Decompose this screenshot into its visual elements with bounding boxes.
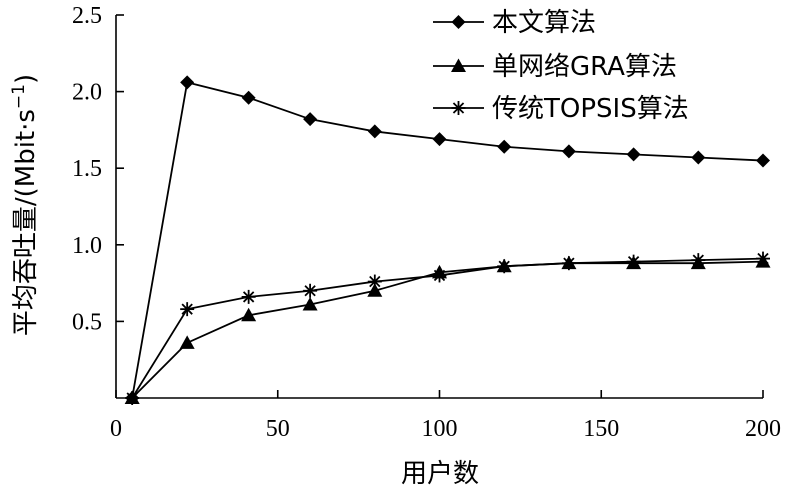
data-point-diamond [432,132,447,147]
x-tick-label: 100 [422,416,458,442]
series-asterisk [125,251,770,405]
series-line-triangle [131,260,764,399]
series-line-asterisk [131,257,764,399]
x-tick-label: 200 [745,416,781,442]
data-point-asterisk [241,289,256,304]
data-point-triangle [179,335,195,349]
y-axis-title-sup: −1 [9,84,29,109]
data-point-asterisk [125,391,140,405]
legend-item-asterisk: 传统TOPSIS算法 [433,94,689,124]
legend-label: 单网络GRA算法 [492,52,677,82]
data-point-asterisk [497,259,512,274]
y-tick-label: 1.0 [72,233,102,259]
data-point-diamond [561,144,576,159]
legend-item-triangle: 单网络GRA算法 [433,52,677,82]
series-line-diamond [131,81,764,399]
data-point-diamond [180,75,195,90]
data-point-asterisk [626,254,641,269]
legend-label: 本文算法 [492,8,596,38]
data-point-diamond [367,124,382,139]
legend-item-diamond: 本文算法 [433,8,596,38]
data-point-asterisk [432,268,447,283]
y-tick-label: 0.5 [72,309,102,335]
legend-marker-asterisk [451,101,466,115]
legend-marker-diamond [451,15,466,29]
y-axis-title: 平均吞吐量/(Mbit·s−1) [9,74,41,336]
x-tick-label: 0 [110,416,122,442]
x-axis-title: 用户数 [401,459,479,489]
x-ticks: 0 50 100 150 200 [110,390,781,442]
y-axis-title-end: ) [11,74,41,84]
data-point-diamond [303,112,318,127]
data-point-diamond [691,150,706,165]
data-point-diamond [497,139,512,154]
data-point-triangle [302,297,318,311]
y-axis-title-main: 平均吞吐量/(Mbit·s [11,109,41,336]
data-point-triangle [241,307,257,322]
y-tick-label: 2.5 [72,3,102,29]
data-point-triangle [367,283,383,297]
data-point-asterisk [691,253,706,268]
series-diamond [125,75,770,405]
series-triangle [124,254,771,404]
legend-label: 传统TOPSIS算法 [492,94,689,124]
data-point-diamond [756,153,770,168]
data-point-asterisk [367,274,382,289]
data-point-diamond [241,90,256,105]
data-point-diamond [626,147,641,162]
series-layer [124,75,771,405]
legend-marker-triangle [451,58,466,72]
y-ticks: 0.5 1.0 1.5 2.0 2.5 [72,3,124,335]
x-tick-label: 50 [266,416,290,442]
x-tick-label: 150 [583,416,619,442]
data-point-asterisk [303,283,318,298]
data-point-asterisk [180,302,195,317]
data-point-asterisk [756,251,770,266]
data-point-asterisk [561,256,576,271]
y-tick-label: 1.5 [72,156,102,182]
y-tick-label: 2.0 [72,80,102,106]
